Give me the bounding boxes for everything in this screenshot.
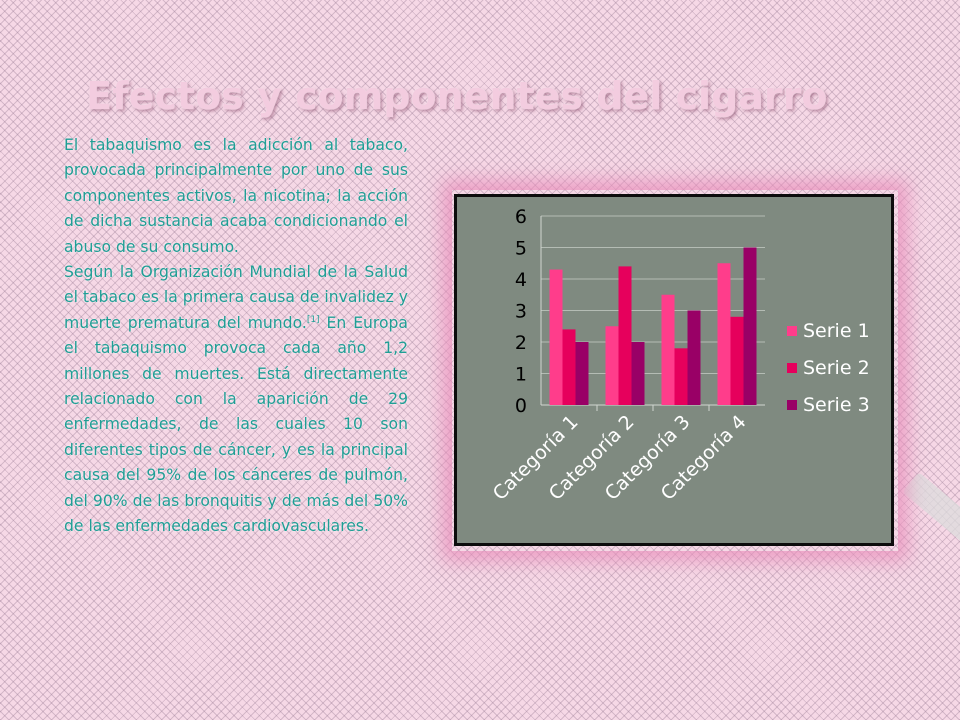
reference-superscript: [1] [306, 314, 320, 325]
bar [743, 247, 757, 405]
y-tick-label: 5 [515, 238, 527, 260]
bar [549, 269, 563, 405]
bar [605, 326, 619, 405]
paragraph-2-rest: En Europa el tabaquismo provoca cada año… [64, 313, 408, 536]
y-tick-label: 2 [515, 332, 527, 354]
legend-label: Serie 3 [803, 394, 870, 416]
slide-title: Efectos y componentes del cigarro [86, 74, 828, 118]
y-tick-label: 4 [515, 269, 527, 291]
bar [562, 329, 576, 405]
bar [661, 294, 675, 405]
bar [674, 348, 688, 405]
paragraph-2-main: Según la Organización Mundial de la Salu… [64, 263, 408, 332]
body-text: El tabaquismo es la adicción al tabaco, … [64, 133, 408, 540]
y-tick-label: 6 [515, 206, 527, 228]
bar [687, 310, 701, 405]
legend-label: Serie 2 [803, 357, 870, 379]
bar [717, 263, 731, 405]
decorative-ribbon [902, 472, 960, 550]
legend-swatch [787, 326, 797, 336]
bar [631, 342, 645, 405]
bar [730, 316, 744, 405]
y-tick-label: 1 [515, 364, 527, 386]
bar [618, 266, 632, 405]
y-tick-label: 0 [515, 395, 527, 417]
y-tick-label: 3 [515, 301, 527, 323]
paragraph-2: Según la Organización Mundial de la Salu… [64, 260, 408, 539]
legend-swatch [787, 400, 797, 410]
chart-frame: 0 1 2 3 4 5 6 Categoría 1 Categoría 2 Categoría 3… [454, 194, 894, 546]
legend-label: Serie 1 [803, 320, 870, 342]
legend-swatch [787, 363, 797, 373]
bar [575, 342, 589, 405]
paragraph-1: El tabaquismo es la adicción al tabaco, … [64, 136, 408, 256]
